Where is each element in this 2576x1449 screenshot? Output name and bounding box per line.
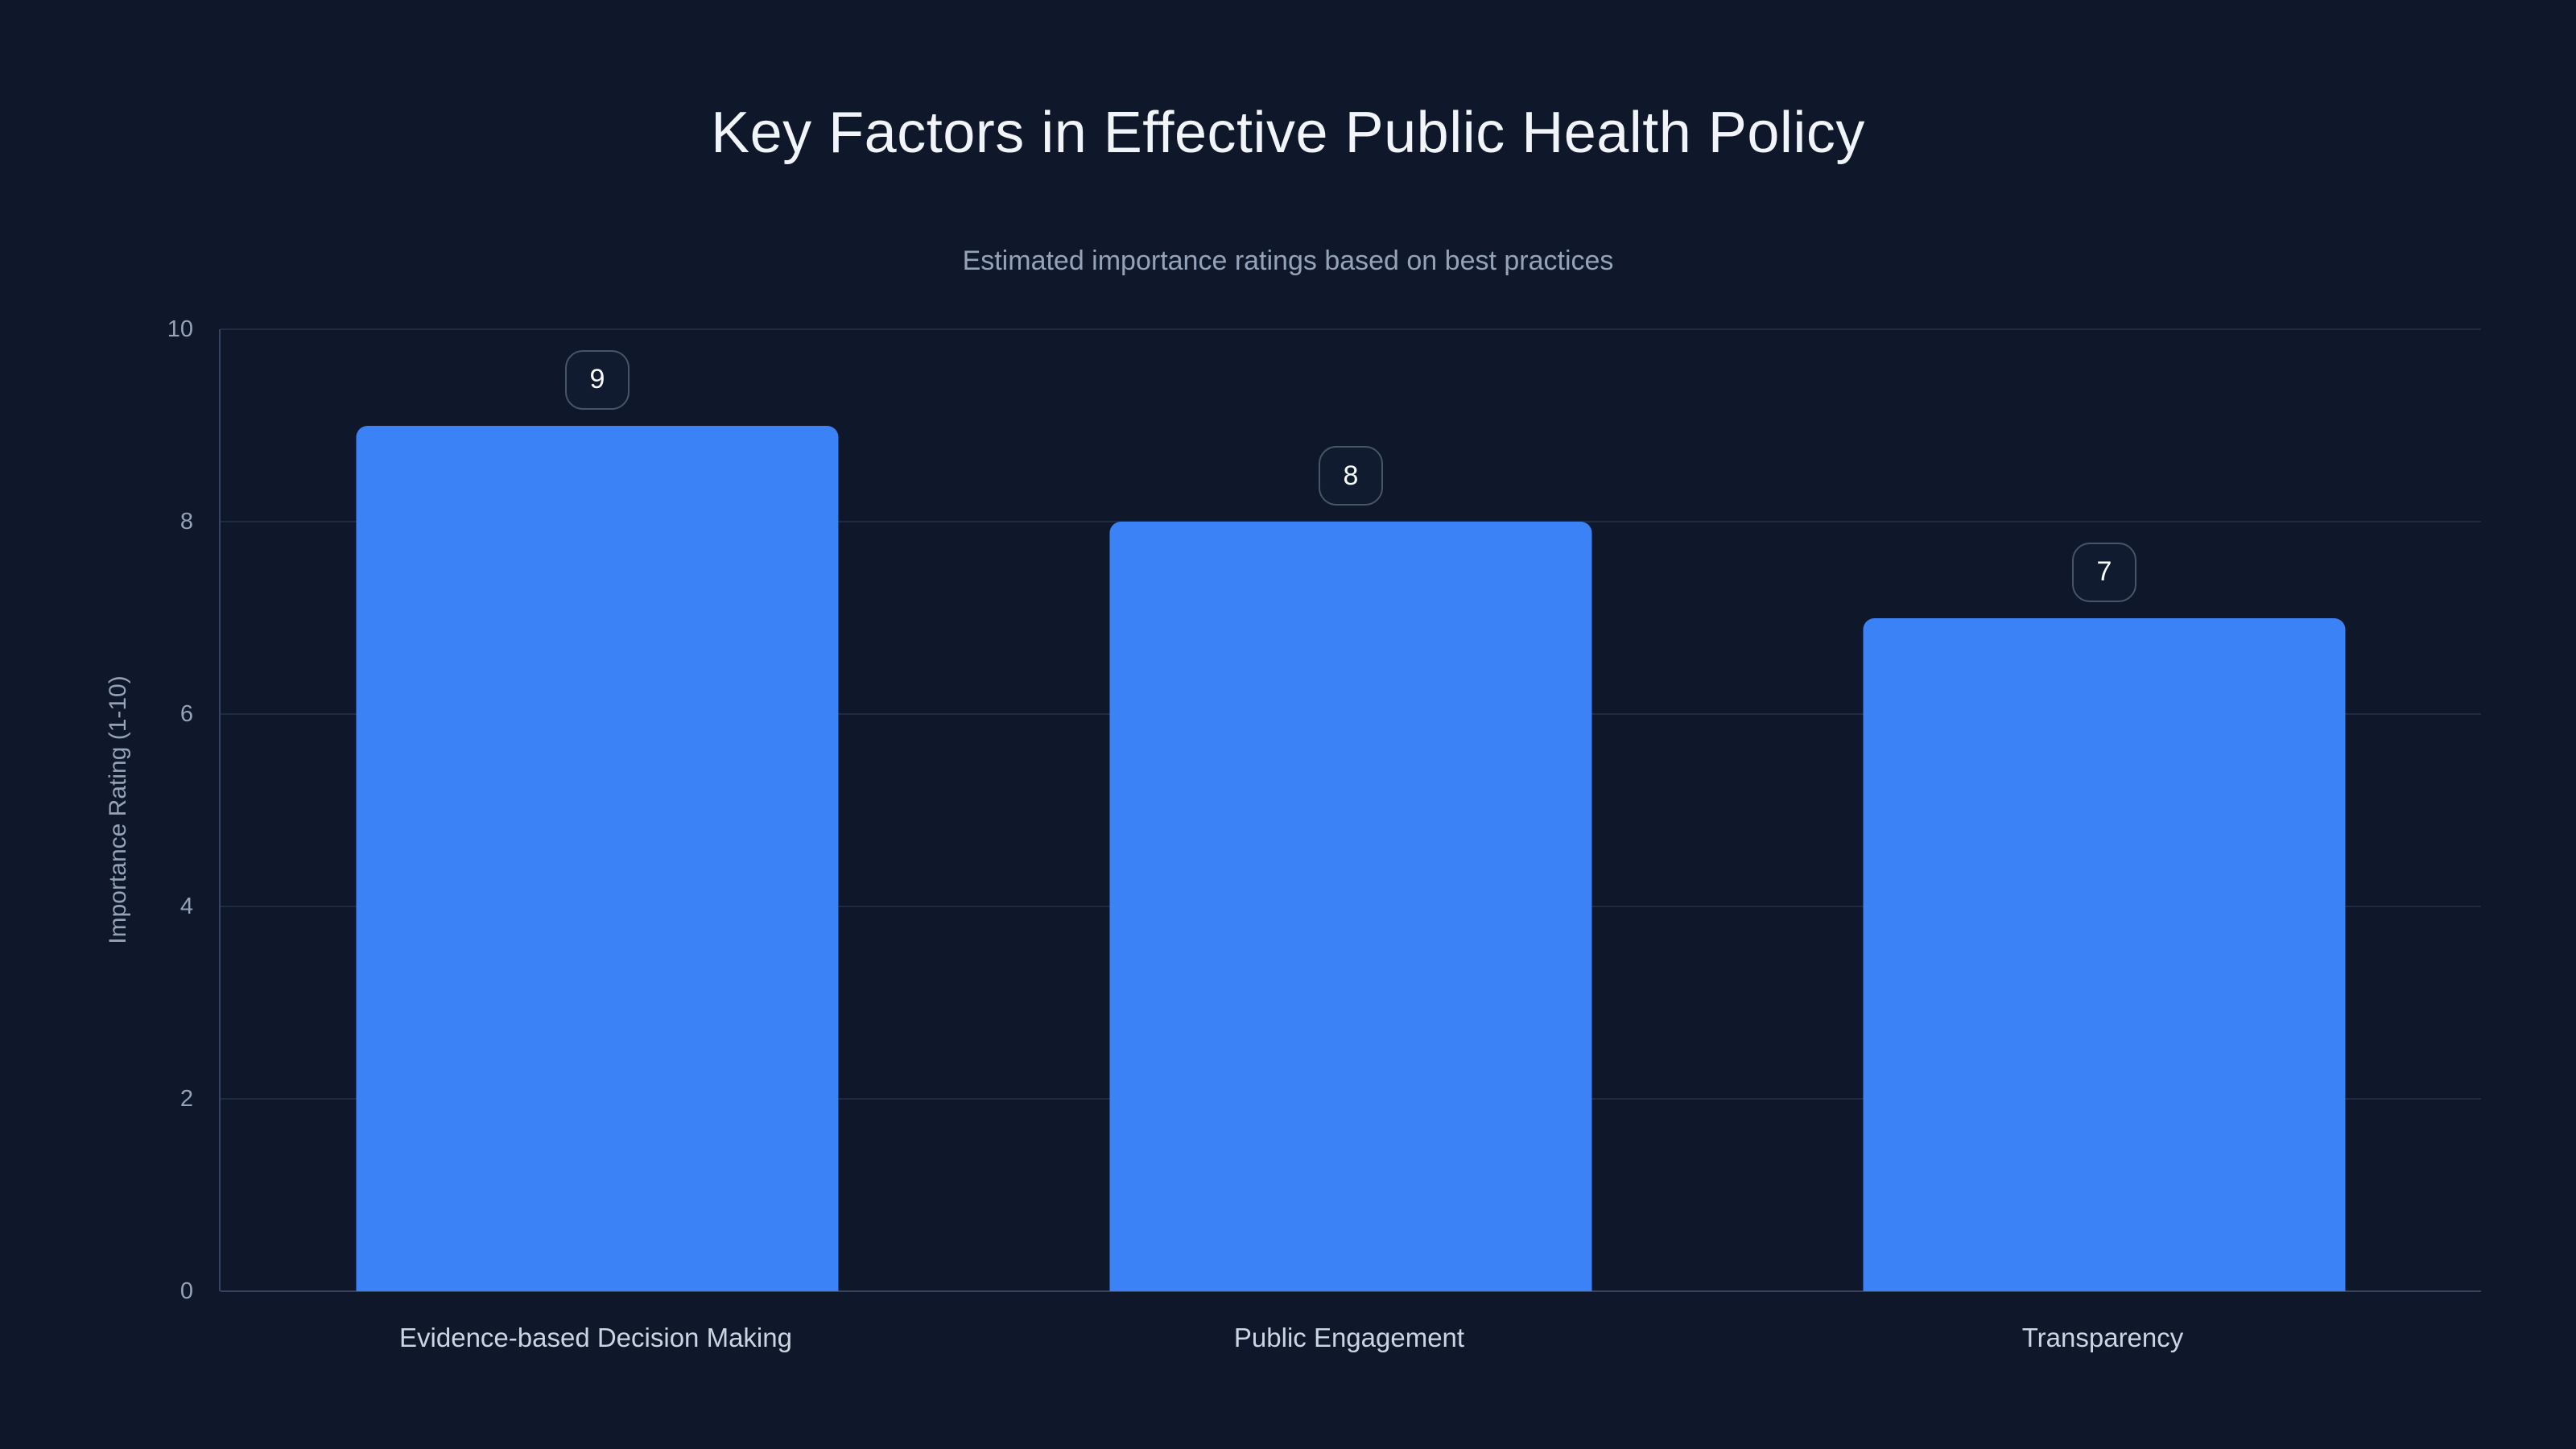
value-label: 7 [2096,556,2112,587]
value-label-badge: 8 [1319,446,1383,506]
x-axis-labels: Evidence-based Decision Making Public Eng… [219,1320,2479,1356]
bar-slot: 8 [974,329,1728,1291]
x-axis-baseline [221,1290,2481,1292]
bar-slot: 9 [221,329,974,1291]
value-label: 8 [1343,460,1359,491]
bars-layer: 9 8 7 [221,329,2481,1291]
value-label-badge: 7 [2072,542,2136,602]
bar [1109,522,1592,1291]
gridline [221,328,2481,330]
bar [356,425,839,1291]
bar-slot: 7 [1728,329,2481,1291]
x-axis-label: Evidence-based Decision Making [399,1323,792,1352]
chart-title: Key Factors in Effective Public Health P… [711,101,1865,165]
value-label-badge: 9 [565,349,630,410]
value-label: 9 [589,364,605,394]
x-axis-label: Transparency [2021,1323,2184,1352]
bar [1863,617,2346,1291]
chart-subtitle: Estimated importance ratings based on be… [962,246,1614,276]
x-axis-label: Public Engagement [1233,1323,1465,1352]
y-axis-title: Importance Rating (1-10) [105,675,131,944]
